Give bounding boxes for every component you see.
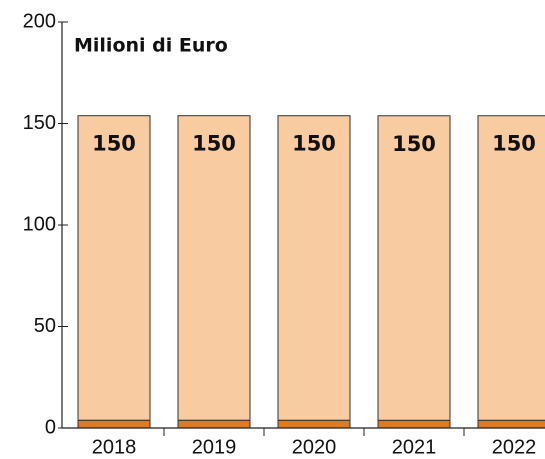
value-label: 150 — [392, 132, 436, 156]
x-tick-label: 2019 — [192, 436, 237, 458]
x-tick-label: 2022 — [492, 436, 537, 458]
bar-segment — [377, 419, 451, 429]
bar-segment — [477, 115, 545, 421]
x-tick-label: 2020 — [292, 436, 337, 458]
y-tick-label: 150 — [23, 112, 56, 134]
x-tick-label: 2018 — [92, 436, 137, 458]
y-tick-label: 100 — [23, 213, 56, 235]
bar-segment — [477, 419, 545, 429]
y-axis-label: Milioni di Euro — [74, 35, 228, 57]
value-label: 150 — [192, 132, 236, 156]
bar-segment — [77, 115, 151, 421]
value-label: 150 — [492, 132, 536, 156]
value-label: 150 — [292, 132, 336, 156]
bar-segment — [277, 419, 351, 429]
bar-segment — [177, 419, 251, 429]
y-tick-label: 0 — [45, 416, 56, 438]
x-tick-label: 2021 — [392, 436, 437, 458]
bar-segment — [277, 115, 351, 421]
bar-segment — [377, 115, 451, 421]
bar-segment — [177, 115, 251, 421]
bar-segment — [77, 419, 151, 429]
y-tick-label: 50 — [34, 315, 56, 337]
value-label: 150 — [92, 132, 136, 156]
y-tick-label: 200 — [23, 10, 56, 32]
